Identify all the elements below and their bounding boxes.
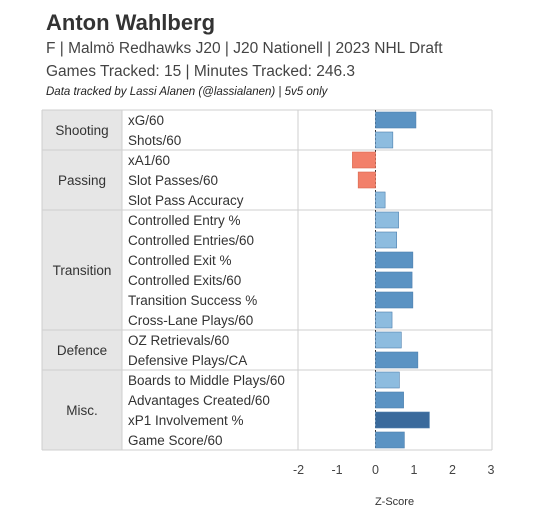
data-credit: Data tracked by Lassi Alanen (@lassialan… xyxy=(46,86,328,98)
bar xyxy=(375,191,386,209)
chart-title: Anton Wahlberg xyxy=(46,10,216,35)
group-label: Defence xyxy=(57,343,107,358)
group-label: Misc. xyxy=(66,403,98,418)
metric-label: Game Score/60 xyxy=(128,433,223,448)
group-label: Transition xyxy=(53,263,112,278)
bar xyxy=(375,111,417,129)
bar xyxy=(352,151,376,169)
x-tick-label: 2 xyxy=(449,463,456,477)
metric-label: Shots/60 xyxy=(128,133,181,148)
x-tick-label: 3 xyxy=(488,463,495,477)
metric-label: Slot Passes/60 xyxy=(128,173,218,188)
bar xyxy=(375,371,400,389)
bar xyxy=(375,431,405,449)
metric-label: Controlled Exits/60 xyxy=(128,273,241,288)
tracking-info-subtitle: Games Tracked: 15 | Minutes Tracked: 246… xyxy=(46,63,356,80)
metric-label: xG/60 xyxy=(128,113,164,128)
metric-label: Advantages Created/60 xyxy=(128,393,270,408)
bar xyxy=(375,331,402,349)
metric-label: xP1 Involvement % xyxy=(128,413,244,428)
bar xyxy=(375,131,394,149)
metric-label: xA1/60 xyxy=(128,153,170,168)
x-tick-label: -1 xyxy=(331,463,342,477)
bar xyxy=(375,311,393,329)
metric-label: OZ Retrievals/60 xyxy=(128,333,229,348)
group-header-bg xyxy=(42,110,122,150)
player-info-subtitle: F | Malmö Redhawks J20 | J20 Nationell |… xyxy=(46,40,443,57)
metric-label: Controlled Entries/60 xyxy=(128,233,254,248)
x-axis-title: Z-Score xyxy=(375,496,414,508)
bar xyxy=(375,271,413,289)
group-label: Shooting xyxy=(55,123,108,138)
metric-label: Defensive Plays/CA xyxy=(128,353,247,368)
x-tick-label: -2 xyxy=(293,463,304,477)
group-header-bg xyxy=(42,330,122,370)
metric-label: Slot Pass Accuracy xyxy=(128,193,244,208)
bar xyxy=(375,291,414,309)
metric-label: Transition Success % xyxy=(128,293,257,308)
bar xyxy=(375,251,414,269)
metric-label: Controlled Entry % xyxy=(128,213,241,228)
group-header-bg xyxy=(42,370,122,450)
bar xyxy=(357,171,376,189)
metric-label: Boards to Middle Plays/60 xyxy=(128,373,285,388)
group-header-bg xyxy=(42,210,122,330)
group-header-bg xyxy=(42,150,122,210)
x-tick-label: 0 xyxy=(372,463,379,477)
x-tick-label: 1 xyxy=(411,463,418,477)
bar xyxy=(375,351,419,369)
metric-label: Cross-Lane Plays/60 xyxy=(128,313,253,328)
bar xyxy=(375,231,397,249)
bar xyxy=(375,211,399,229)
bar xyxy=(375,391,404,409)
metric-label: Controlled Exit % xyxy=(128,253,232,268)
group-label: Passing xyxy=(58,173,106,188)
bar xyxy=(375,411,430,429)
